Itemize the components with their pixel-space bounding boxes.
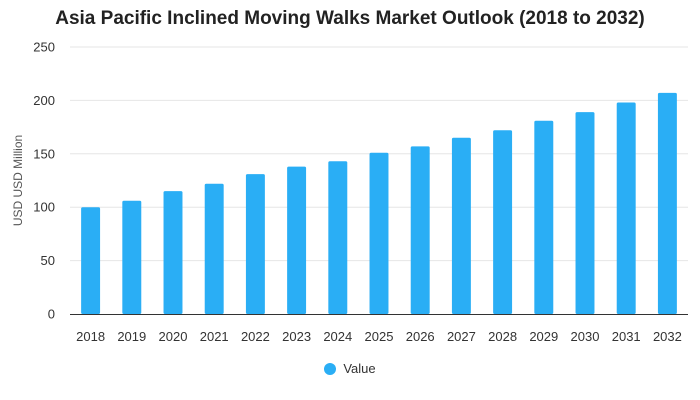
bar-2026 [410, 146, 430, 314]
x-tick-label: 2031 [612, 329, 641, 344]
bar-2022 [245, 174, 265, 314]
bar-2023 [287, 166, 307, 314]
bar-2021 [204, 183, 224, 314]
bar-2028 [493, 130, 513, 314]
y-axis-ticks: 0 50 100 150 200 250 [33, 40, 55, 322]
bar-2020 [163, 191, 183, 314]
x-tick-label: 2021 [200, 329, 229, 344]
x-tick-label: 2018 [76, 329, 105, 344]
legend-swatch-value [324, 362, 337, 375]
bar-2025 [369, 152, 389, 314]
x-tick-label: 2023 [282, 329, 311, 344]
bar-2024 [328, 161, 348, 314]
legend-label-value: Value [343, 361, 376, 376]
bar-2019 [122, 200, 142, 314]
x-tick-label: 2022 [241, 329, 270, 344]
x-tick-label: 2028 [488, 329, 517, 344]
bar-2032 [657, 92, 677, 314]
bar-2031 [616, 102, 636, 314]
y-tick-label: 150 [33, 146, 55, 161]
x-tick-label: 2024 [323, 329, 352, 344]
x-tick-label: 2020 [159, 329, 188, 344]
bar-2029 [534, 120, 554, 314]
chart-title: Asia Pacific Inclined Moving Walks Marke… [55, 8, 645, 29]
legend: Value [0, 361, 700, 376]
y-tick-label: 50 [41, 253, 55, 268]
x-tick-label: 2019 [117, 329, 146, 344]
y-tick-label: 100 [33, 200, 55, 215]
y-tick-label: 250 [33, 40, 55, 55]
bar-2027 [451, 137, 471, 314]
x-tick-label: 2026 [406, 329, 435, 344]
y-tick-label: 0 [48, 307, 55, 322]
y-tick-label: 200 [33, 93, 55, 108]
y-axis-title: USD USD Million [11, 135, 25, 226]
x-tick-label: 2025 [365, 329, 394, 344]
x-axis-ticks: 2018 2019 2020 2021 2022 2023 2024 2025 2026 2027… [76, 329, 682, 344]
bar-2030 [575, 112, 595, 314]
x-tick-label: 2030 [571, 329, 600, 344]
bars [81, 92, 677, 314]
x-tick-label: 2027 [447, 329, 476, 344]
x-tick-label: 2029 [529, 329, 558, 344]
x-tick-label: 2032 [653, 329, 682, 344]
bar-2018 [81, 207, 101, 314]
